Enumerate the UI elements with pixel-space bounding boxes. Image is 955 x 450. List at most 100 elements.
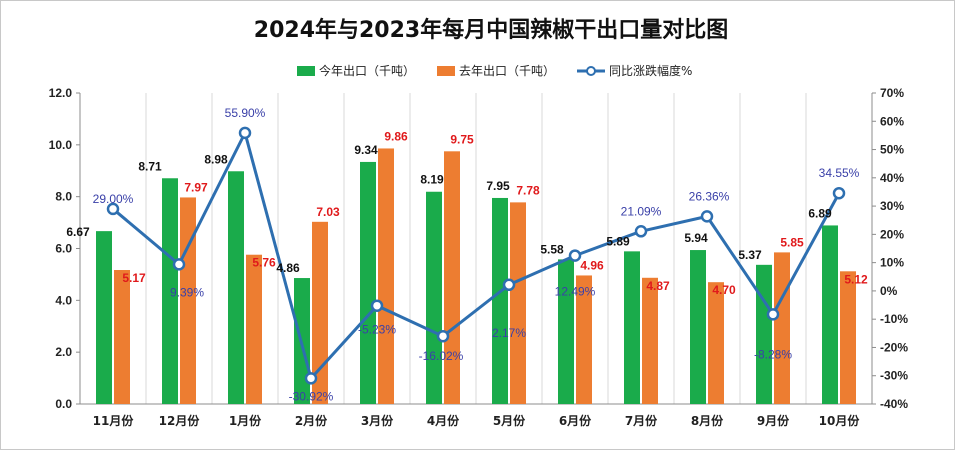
yoy-point: [502, 278, 516, 292]
yoy-point: [568, 249, 582, 262]
x-tick-label: 5月份: [493, 413, 526, 428]
y-left-tick-label: 2.0: [55, 345, 72, 359]
data-label-last-year: 7.78: [516, 183, 540, 197]
bar-this-year: [360, 161, 376, 404]
bar-this-year: [690, 250, 706, 404]
data-label-this-year: 8.71: [138, 159, 162, 173]
data-label-last-year: 5.76: [252, 256, 276, 270]
bar-last-year: [180, 197, 196, 404]
data-label-this-year: 9.34: [354, 143, 378, 157]
bar-last-year: [576, 275, 592, 404]
data-label-yoy: -16.02%: [419, 349, 464, 363]
data-label-yoy: -30.92%: [289, 389, 334, 403]
bar-this-year: [162, 178, 178, 404]
x-tick-label: 8月份: [691, 413, 724, 428]
y-right-tick-label: 60%: [880, 114, 904, 128]
data-label-last-year: 7.97: [184, 180, 208, 194]
bar-this-year: [426, 191, 442, 404]
y-left-tick-label: 6.0: [55, 242, 72, 256]
bar-last-year: [840, 271, 856, 404]
y-right-tick-label: 20%: [880, 227, 904, 241]
y-right-tick-label: 40%: [880, 171, 904, 185]
data-label-last-year: 4.96: [580, 258, 604, 272]
chart-title: 2024年与2023年每月中国辣椒干出口量对比图: [254, 17, 728, 43]
y-right-tick-label: 50%: [880, 143, 904, 157]
y-right-tick-label: 30%: [880, 199, 904, 213]
yoy-point: [634, 225, 648, 238]
x-tick-label: 1月份: [229, 413, 262, 428]
bar-this-year: [558, 259, 574, 404]
data-label-yoy: -5.23%: [358, 323, 396, 337]
yoy-series-line: [112, 131, 841, 380]
data-label-yoy: 9.39%: [170, 285, 204, 299]
data-label-last-year: 4.70: [712, 283, 736, 297]
x-tick-label: 11月份: [93, 413, 135, 428]
x-tick-label: 12月份: [159, 413, 201, 428]
data-label-yoy: 12.49%: [555, 285, 596, 299]
data-label-last-year: 5.17: [122, 271, 146, 285]
legend-swatch: [297, 66, 315, 76]
bar-last-year: [642, 277, 658, 404]
yoy-point: [436, 329, 450, 343]
y-left-tick-label: 8.0: [55, 190, 72, 204]
data-label-this-year: 7.95: [486, 179, 510, 193]
y-left-tick-label: 10.0: [49, 138, 73, 152]
bar-last-year: [114, 270, 130, 404]
data-label-yoy: 26.36%: [689, 189, 730, 203]
data-label-this-year: 8.19: [420, 173, 444, 187]
data-label-this-year: 5.89: [606, 234, 630, 248]
data-label-this-year: 6.89: [808, 206, 832, 220]
y-right-tick-label: 0%: [880, 284, 898, 298]
legend-label: 去年出口（千吨）: [459, 64, 555, 78]
data-label-this-year: 8.98: [204, 152, 228, 166]
bar-last-year: [312, 221, 328, 404]
yoy-point: [106, 202, 120, 216]
legend-swatch: [437, 66, 455, 76]
x-tick-label: 10月份: [819, 413, 861, 428]
data-label-yoy: 2.17%: [492, 326, 526, 340]
bar-this-year: [228, 171, 244, 404]
yoy-point: [832, 186, 846, 200]
data-label-yoy: 29.00%: [93, 192, 134, 206]
y-right-tick-label: -40%: [880, 397, 908, 411]
x-tick-label: 9月份: [757, 413, 790, 428]
bar-last-year: [444, 151, 460, 404]
bar-this-year: [822, 225, 838, 404]
legend-marker: [586, 66, 596, 76]
yoy-point: [172, 258, 186, 271]
axes: 0.0 2.0 4.0 6.0 8.0 10.0 12.0 -40% -30% -20% -10% 0…: [49, 86, 909, 428]
bar-last-year: [510, 202, 526, 404]
data-label-this-year: 5.94: [684, 231, 708, 245]
data-label-yoy: 34.55%: [819, 166, 860, 180]
bar-this-year: [756, 264, 772, 404]
y-right-tick-label: -20%: [880, 340, 908, 354]
data-label-this-year: 5.58: [540, 242, 564, 256]
data-label-last-year: 7.03: [316, 205, 340, 219]
y-right-tick-label: 70%: [880, 86, 904, 100]
data-labels: 6.67 5.17 8.71 7.97 8.98 5.76 4.86 7.03 9.34 9.86…: [66, 106, 868, 403]
legend-label: 今年出口（千吨）: [319, 63, 415, 78]
yoy-point: [304, 372, 318, 385]
x-tick-label: 4月份: [427, 413, 460, 428]
y-left-tick-label: 0.0: [55, 397, 72, 411]
yoy-point: [238, 126, 252, 140]
data-label-last-year: 5.12: [844, 272, 868, 286]
data-label-last-year: 9.86: [384, 129, 408, 143]
bar-last-year: [378, 148, 394, 404]
bar-this-year: [492, 197, 508, 404]
yoy-point: [766, 308, 780, 321]
x-tick-label: 7月份: [625, 413, 658, 428]
data-label-last-year: 9.75: [450, 132, 474, 146]
bar-last-year: [708, 282, 724, 404]
data-label-last-year: 4.87: [646, 279, 670, 293]
data-label-this-year: 6.67: [66, 225, 90, 239]
bar-last-year: [774, 252, 790, 404]
data-label-yoy: -8.28%: [754, 347, 792, 361]
x-tick-label: 6月份: [559, 413, 592, 428]
y-left-tick-label: 12.0: [49, 86, 73, 100]
y-right-tick-label: -30%: [880, 369, 908, 383]
data-label-last-year: 5.85: [780, 235, 804, 249]
data-label-yoy: 21.09%: [621, 204, 662, 218]
